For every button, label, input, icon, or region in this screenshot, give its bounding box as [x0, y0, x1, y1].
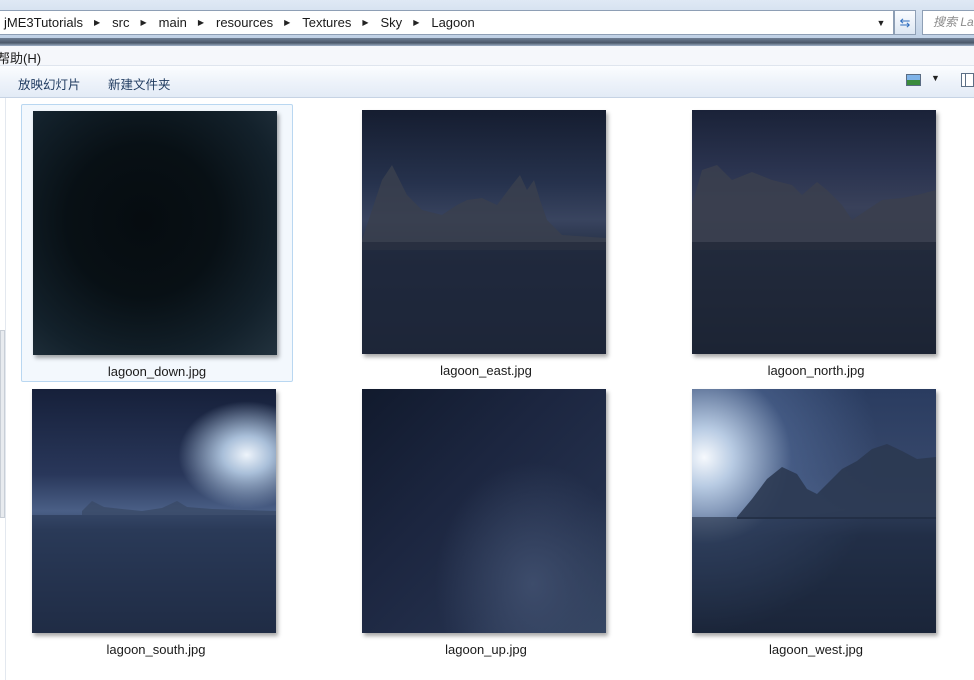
breadcrumb-arrow-icon[interactable]: ▶: [93, 18, 101, 27]
breadcrumb-label: jME3Tutorials: [4, 15, 83, 30]
file-item-lagoon-down[interactable]: lagoon_down.jpg: [21, 104, 293, 382]
mountain-silhouette: [692, 165, 936, 354]
breadcrumb-item-jme3tutorials[interactable]: jME3Tutorials ▶: [0, 11, 108, 34]
file-name: lagoon_south.jpg: [106, 642, 206, 657]
search-input[interactable]: 搜索 La: [922, 10, 974, 35]
file-name: lagoon_north.jpg: [767, 363, 865, 378]
breadcrumb-item-textures[interactable]: Textures ▶: [298, 11, 376, 34]
preview-pane-icon[interactable]: [961, 73, 974, 87]
breadcrumb-item-sky[interactable]: Sky ▶: [377, 11, 428, 34]
breadcrumb-label: Lagoon: [431, 15, 475, 30]
slideshow-button[interactable]: 放映幻灯片: [18, 78, 81, 92]
breadcrumb-item-main[interactable]: main ▶: [155, 11, 212, 34]
breadcrumb[interactable]: jME3Tutorials ▶ src ▶ main ▶ resources ▶ Tex…: [0, 10, 894, 35]
breadcrumb-item-resources[interactable]: resources ▶: [212, 11, 298, 34]
refresh-button[interactable]: ⇆: [894, 10, 916, 35]
file-name: lagoon_west.jpg: [769, 642, 863, 657]
mountain-silhouette: [692, 444, 936, 633]
thumbnail-image: [692, 389, 936, 633]
breadcrumb-arrow-icon[interactable]: ▶: [197, 18, 204, 27]
change-view-icon[interactable]: [906, 74, 921, 86]
thumbnail-image: [362, 110, 606, 354]
thumbnail-image: [692, 110, 936, 354]
file-item-lagoon-north[interactable]: lagoon_north.jpg: [681, 104, 953, 382]
horizon-detail: [32, 501, 276, 633]
navigation-scrollbar-thumb[interactable]: [0, 330, 5, 518]
file-name: lagoon_up.jpg: [445, 642, 527, 657]
address-bar-divider: [0, 38, 974, 46]
mountain-silhouette: [362, 165, 606, 354]
breadcrumb-arrow-icon[interactable]: ▶: [362, 18, 369, 27]
thumbnail-image: [33, 111, 277, 355]
file-name: lagoon_down.jpg: [107, 364, 207, 379]
file-name: lagoon_east.jpg: [440, 363, 532, 378]
breadcrumb-label: Textures: [302, 15, 352, 30]
refresh-icon: ⇆: [899, 14, 911, 30]
address-history-dropdown-icon[interactable]: ▼: [876, 17, 886, 28]
breadcrumb-arrow-icon[interactable]: ▶: [284, 18, 291, 27]
breadcrumb-label: main: [158, 15, 187, 30]
command-bar: 放映幻灯片 新建文件夹: [0, 66, 974, 98]
thumbnail-image: [32, 389, 276, 633]
breadcrumb-label: Sky: [380, 15, 403, 30]
breadcrumb-label: src: [112, 15, 130, 30]
breadcrumb-item-src[interactable]: src ▶: [108, 11, 155, 34]
breadcrumb-arrow-icon[interactable]: ▶: [140, 18, 147, 27]
file-item-lagoon-up[interactable]: lagoon_up.jpg: [351, 383, 623, 661]
file-item-lagoon-south[interactable]: lagoon_south.jpg: [21, 383, 293, 661]
menu-help[interactable]: 帮助(H): [0, 51, 42, 66]
file-list: lagoon_down.jpg lagoon_east.jpg lagoon_n…: [7, 98, 974, 680]
file-item-lagoon-east[interactable]: lagoon_east.jpg: [351, 104, 623, 382]
menu-bar: 帮助(H): [0, 46, 974, 66]
breadcrumb-label: resources: [215, 15, 274, 30]
breadcrumb-item-lagoon[interactable]: Lagoon: [427, 11, 474, 34]
thumbnail-image: [362, 389, 606, 633]
breadcrumb-arrow-icon[interactable]: ▶: [413, 18, 420, 27]
file-item-lagoon-west[interactable]: lagoon_west.jpg: [681, 383, 953, 661]
navigation-pane-edge: [0, 98, 6, 680]
new-folder-button[interactable]: 新建文件夹: [108, 78, 171, 92]
view-options-dropdown-icon[interactable]: ▼: [931, 73, 940, 83]
